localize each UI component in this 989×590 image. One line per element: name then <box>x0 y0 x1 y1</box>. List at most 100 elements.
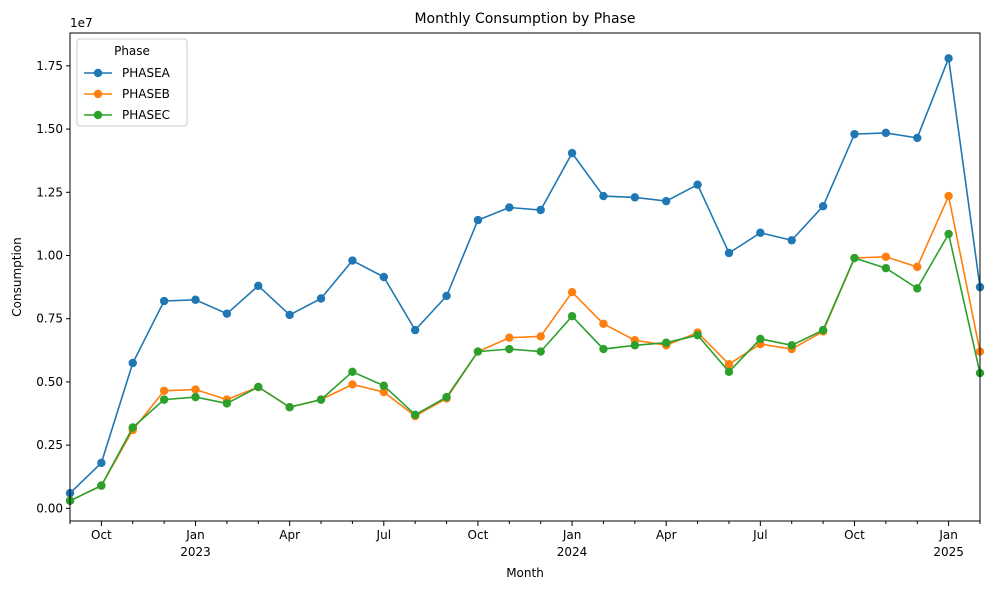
data-point <box>191 295 200 304</box>
data-point <box>159 386 169 395</box>
x-tick-year-label: 2023 <box>180 545 211 559</box>
data-point <box>567 148 577 158</box>
x-tick-label: Oct <box>844 528 865 542</box>
data-point <box>693 330 702 340</box>
data-point <box>379 381 388 390</box>
chart-title: Monthly Consumption by Phase <box>414 11 635 27</box>
y-scale-label: 1e7 <box>70 16 93 30</box>
data-point <box>159 296 169 306</box>
x-tick-label: Jul <box>376 528 391 542</box>
data-point <box>505 333 514 342</box>
series-line-phaseb <box>69 193 981 502</box>
data-point <box>128 358 137 368</box>
x-tick-label: Apr <box>279 528 300 542</box>
legend: Phase PHASEA PHASEB PHASEC <box>76 38 188 127</box>
data-point <box>222 309 232 318</box>
data-point <box>599 344 608 354</box>
data-point <box>787 236 796 245</box>
x-axis-label: Month <box>506 566 544 580</box>
data-point <box>756 334 765 344</box>
data-point <box>944 54 953 63</box>
y-tick-label: 1.75 <box>36 59 63 73</box>
legend-entry: PHASEA <box>122 66 171 80</box>
y-tick-label: 0.50 <box>36 375 63 389</box>
legend-entry: PHASEC <box>122 108 170 122</box>
data-point <box>285 310 294 320</box>
x-tick-year-label: 2025 <box>933 545 964 559</box>
data-point <box>724 360 734 369</box>
data-point <box>316 395 326 404</box>
data-point <box>473 215 483 225</box>
data-point <box>599 319 608 328</box>
legend-marker <box>93 110 103 120</box>
data-point <box>254 281 263 291</box>
data-point <box>473 347 483 356</box>
x-tick-label: Jan <box>185 528 205 542</box>
data-point <box>693 180 702 189</box>
data-point <box>442 392 451 402</box>
data-point <box>913 133 922 143</box>
y-tick-label: 1.25 <box>36 185 63 199</box>
data-point <box>724 367 734 377</box>
data-point <box>630 193 640 202</box>
data-point <box>128 423 137 432</box>
data-point <box>913 284 922 293</box>
data-point <box>567 311 577 321</box>
y-axis-label: Consumption <box>10 237 24 316</box>
data-point <box>818 202 828 211</box>
data-point <box>97 458 106 468</box>
data-point <box>881 128 891 138</box>
legend-marker <box>93 89 103 99</box>
data-point <box>285 403 294 412</box>
data-point <box>850 253 859 263</box>
data-point <box>379 387 388 397</box>
data-point <box>159 395 169 404</box>
data-point <box>662 196 671 206</box>
data-point <box>410 410 420 420</box>
series-line-phasea <box>69 55 981 494</box>
y-tick-label: 0.75 <box>36 312 63 326</box>
data-point <box>97 481 106 490</box>
data-point <box>913 262 922 272</box>
data-point <box>850 129 859 139</box>
y-tick-label: 1.00 <box>36 249 63 263</box>
data-point <box>348 367 357 377</box>
data-point <box>505 344 514 354</box>
data-point <box>756 228 765 237</box>
data-point <box>787 341 796 350</box>
data-point <box>410 325 420 335</box>
data-point <box>662 338 671 347</box>
data-point <box>191 392 200 402</box>
x-tick-year-label: 2024 <box>557 545 588 559</box>
data-point <box>567 287 577 297</box>
x-tick-label: Jul <box>752 528 767 542</box>
plot-frame <box>69 32 981 522</box>
data-point <box>818 325 828 335</box>
y-tick-label: 0.25 <box>36 438 63 452</box>
data-point <box>191 385 200 394</box>
data-point <box>348 380 357 389</box>
legend-box <box>76 38 188 127</box>
data-point <box>379 272 388 282</box>
legend-marker <box>93 68 103 78</box>
data-point <box>222 399 232 408</box>
data-point <box>724 248 734 258</box>
series-phaseb <box>65 191 985 505</box>
legend-entry: PHASEB <box>122 87 170 101</box>
series-line-phasec <box>69 231 981 502</box>
x-tick-label: Oct <box>91 528 112 542</box>
data-point <box>944 191 953 201</box>
series-phasec <box>65 229 985 505</box>
x-tick-label: Jan <box>938 528 958 542</box>
data-point <box>944 229 953 239</box>
data-point <box>254 382 263 392</box>
series-phasea <box>65 54 985 498</box>
x-tick-label: Apr <box>656 528 677 542</box>
data-point <box>536 332 545 341</box>
data-point <box>442 291 451 301</box>
data-point <box>536 347 545 356</box>
legend-title: Phase <box>114 44 150 58</box>
y-tick-label: 1.50 <box>36 122 63 136</box>
data-point <box>881 263 891 273</box>
